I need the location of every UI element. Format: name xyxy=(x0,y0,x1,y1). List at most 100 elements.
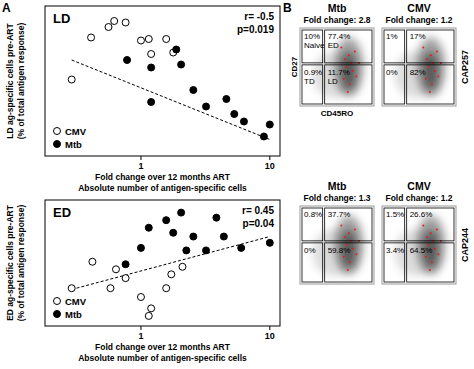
point xyxy=(203,103,210,110)
tick xyxy=(269,156,270,160)
chart-title: Mtb xyxy=(328,180,347,192)
flow-plot: 10%Naive77.4%ED0.9%TD11.7%LDMtbFold chan… xyxy=(290,2,374,118)
point xyxy=(240,118,247,125)
plot-frame xyxy=(382,28,456,106)
quadrant-gate xyxy=(325,30,372,63)
data-label: 37.7% xyxy=(328,210,351,219)
axis-label: (% of total antigen response) xyxy=(16,205,26,322)
flow-plot: 0.8%37.7%0%59.8%MtbFold change: 1.3 xyxy=(300,180,374,284)
quadrant-gate xyxy=(325,65,372,104)
tick-label: 10 xyxy=(265,161,275,171)
legend-label: Mtb xyxy=(65,309,82,320)
point xyxy=(137,37,144,44)
scatter-chart: 110LDr= -0.5p=0.019LD ag-specific cells … xyxy=(5,6,280,193)
event-dot xyxy=(436,50,438,52)
data-label: 1% xyxy=(386,32,398,41)
flow-plot: 1%17%0%82%CMVFold change: 1.2CAP257 xyxy=(382,2,470,106)
tick xyxy=(140,326,141,330)
point xyxy=(190,87,197,94)
quadrant-gate xyxy=(384,243,405,282)
point xyxy=(124,57,131,64)
panel-label: A xyxy=(2,1,11,15)
point xyxy=(168,271,175,278)
event-dot xyxy=(429,91,431,93)
axis-label: CD27 xyxy=(290,56,299,77)
tick-label: 1 xyxy=(138,161,143,171)
chart-subtitle: Fold change: 1.2 xyxy=(385,15,452,25)
quadrant-gate xyxy=(302,65,323,104)
plot-frame xyxy=(382,206,456,284)
axis-label: LD ag-specific cells pre-ART xyxy=(5,23,15,139)
event-dot xyxy=(431,83,433,85)
data-label: 77.4% xyxy=(328,32,351,41)
event-dot xyxy=(352,248,354,250)
quadrant-name: TD xyxy=(304,77,315,86)
axis-label: Fold change over 12 months ART xyxy=(95,172,231,182)
quadrant-name: ED xyxy=(328,41,339,50)
point xyxy=(183,247,190,254)
legend-marker xyxy=(54,298,61,305)
event-dot xyxy=(425,256,427,258)
event-dot xyxy=(349,261,351,263)
plot-frame xyxy=(300,206,374,284)
point xyxy=(231,111,238,118)
data-label: 0.8% xyxy=(304,210,322,219)
trend-line xyxy=(72,237,270,290)
plot-frame xyxy=(45,200,280,326)
point xyxy=(163,285,170,292)
event-dot xyxy=(344,58,346,60)
trend-line xyxy=(72,60,270,140)
data-label: 26.6% xyxy=(410,210,433,219)
chart-title: Mtb xyxy=(328,2,347,14)
plot-frame xyxy=(300,28,374,106)
quadrant-name: LD xyxy=(328,77,338,86)
point xyxy=(145,312,152,319)
annotation: CAP244 xyxy=(460,228,470,262)
data-label: 64.5% xyxy=(410,246,433,255)
legend-label: CMV xyxy=(65,296,87,307)
axis-label: CD45RO xyxy=(321,109,353,118)
event-dot xyxy=(340,225,342,227)
quadrant-gate xyxy=(325,243,372,282)
point xyxy=(178,209,185,216)
quadrant-gate xyxy=(384,65,405,104)
chart-title: LD xyxy=(53,11,70,26)
event-dot xyxy=(430,232,432,234)
quadrant-gate xyxy=(384,208,405,241)
event-dot xyxy=(422,47,424,49)
annotation: CAP257 xyxy=(460,50,470,84)
figure: AB110LDr= -0.5p=0.019LD ag-specific cell… xyxy=(0,0,474,369)
event-dot xyxy=(427,66,429,68)
point xyxy=(148,99,155,106)
point xyxy=(137,244,144,251)
plot-frame xyxy=(45,6,280,156)
point xyxy=(112,266,119,273)
event-dot xyxy=(426,58,428,60)
point xyxy=(173,46,180,53)
event-dot xyxy=(347,91,349,93)
quadrant-gate xyxy=(325,208,372,241)
axis-label: ED ag-specific cells pre-ART xyxy=(5,204,15,321)
quadrant-gate xyxy=(407,65,454,104)
point xyxy=(170,229,177,236)
event-dot xyxy=(425,78,427,80)
panel-label: B xyxy=(283,1,292,15)
event-dot xyxy=(343,256,345,258)
point xyxy=(105,24,112,31)
quadrant-name: Naive xyxy=(304,41,325,50)
event-dot xyxy=(354,228,356,230)
point xyxy=(266,239,273,246)
tick xyxy=(140,156,141,160)
chart-title: ED xyxy=(53,205,71,220)
event-dot xyxy=(348,54,350,56)
quadrant-gate xyxy=(407,30,454,63)
event-dot xyxy=(426,236,428,238)
point xyxy=(260,133,267,140)
point xyxy=(68,76,75,83)
event-dot xyxy=(434,248,436,250)
event-dot xyxy=(431,261,433,263)
chart-title: CMV xyxy=(407,180,430,192)
annotation: p=0.019 xyxy=(237,24,274,35)
point xyxy=(213,214,220,221)
event-dot xyxy=(344,236,346,238)
